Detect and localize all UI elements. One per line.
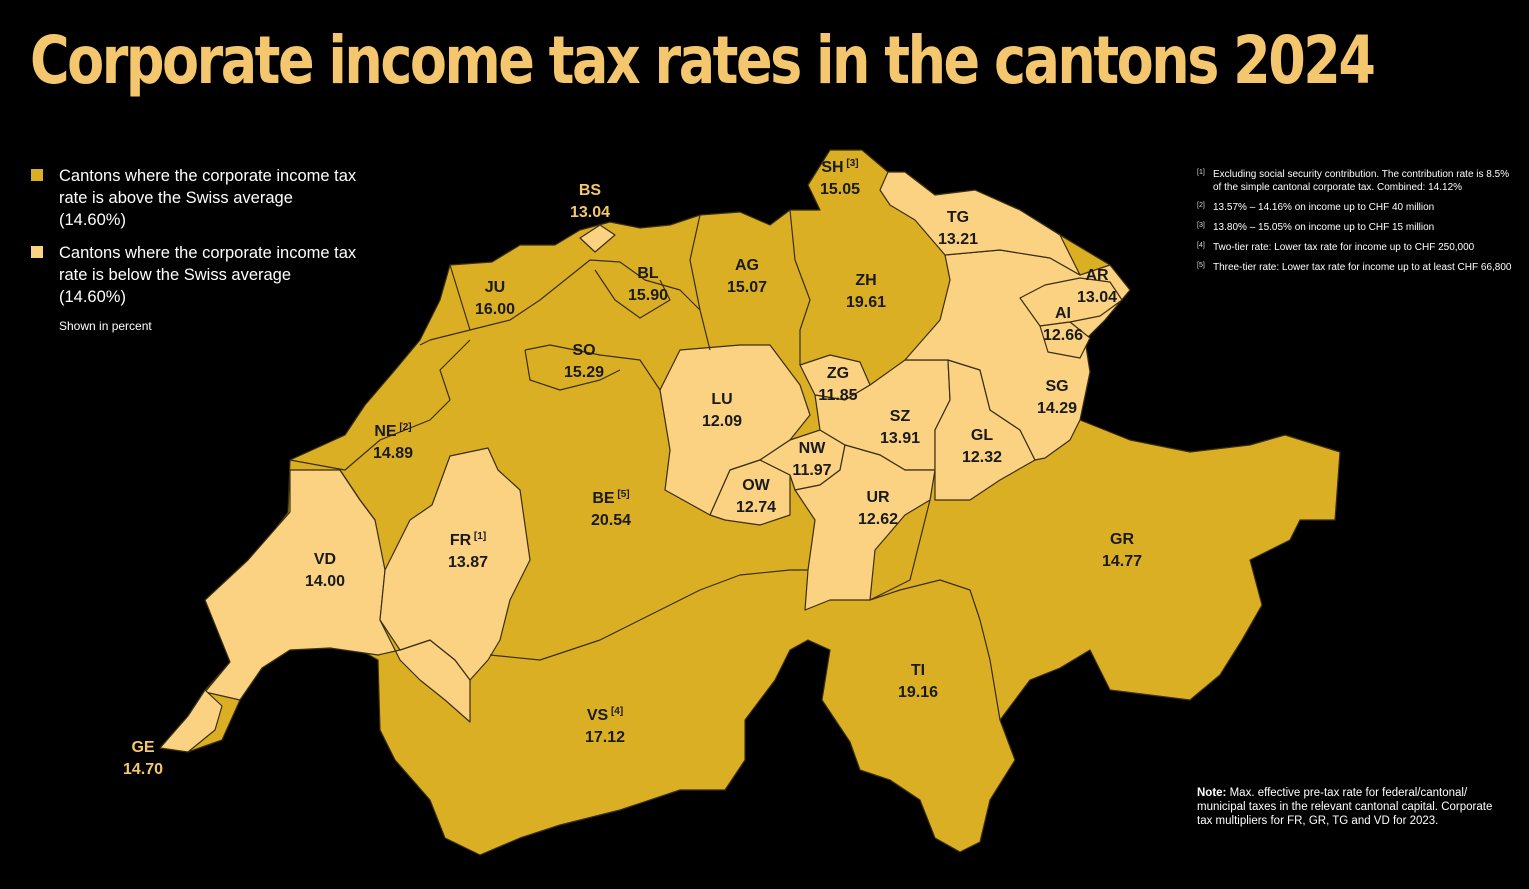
canton-shape-bs: [579, 224, 616, 253]
note-text: Max. effective pre-tax rate for federal/…: [1197, 787, 1493, 827]
canton-value-sz: 13.91: [880, 430, 920, 447]
canton-value-ow: 12.74: [736, 499, 776, 516]
canton-value-ti: 19.16: [898, 684, 938, 701]
canton-code-lu: LU: [711, 391, 732, 408]
canton-code-so: SO: [572, 342, 595, 359]
map-legend: Cantons where the corporate income tax r…: [31, 165, 361, 333]
legend-swatch-above: [31, 169, 43, 181]
canton-shape-ge: [159, 689, 223, 753]
footnote-mark: [2]: [1197, 202, 1205, 209]
footnote: [2] 13.57% – 14.16% on income up to CHF 4…: [1197, 201, 1517, 214]
canton-shape-vd: [204, 469, 471, 723]
canton-code-ai: AI: [1055, 305, 1071, 322]
footnote-text: Two-tier rate: Lower tax rate for income…: [1213, 242, 1475, 253]
footnote-mark: [5]: [1197, 262, 1205, 269]
canton-borders: [289, 209, 1001, 721]
canton-value-lu: 12.09: [702, 413, 742, 430]
canton-value-vs: 17.12: [585, 729, 625, 746]
canton-code-bl: BL: [637, 265, 659, 282]
unit-note: Shown in percent: [59, 319, 152, 333]
canton-code-tg: TG: [947, 209, 969, 226]
footnote-mark: [4]: [1197, 242, 1205, 249]
legend-label-above: Cantons where the corporate income tax r…: [59, 167, 357, 229]
canton-value-tg: 13.21: [938, 231, 978, 248]
border-line: [489, 569, 808, 661]
canton-code-zh: ZH: [855, 272, 876, 289]
canton-code-ju: JU: [485, 279, 505, 296]
border-line: [524, 344, 661, 391]
footnote-mark: [3]: [1197, 222, 1205, 229]
border-line: [869, 499, 931, 601]
footnote-mark: [1]: [1197, 169, 1205, 176]
border-line: [789, 209, 811, 365]
footnote-text: 13.80% – 15.05% on income up to CHF 15 m…: [1213, 222, 1435, 233]
canton-value-nw: 11.97: [792, 462, 831, 479]
canton-code-gr: GR: [1110, 531, 1134, 548]
border-line: [594, 269, 671, 319]
canton-value-sh: 15.05: [820, 181, 860, 198]
canton-shape-ai: [1039, 321, 1091, 359]
footnotes: [1] Excluding social security contributio…: [1197, 168, 1517, 281]
border-line: [469, 259, 711, 351]
canton-value-sg: 14.29: [1037, 400, 1077, 417]
canton-value-gl: 12.32: [962, 449, 1002, 466]
legend-swatch-below: [31, 246, 43, 258]
border-line: [289, 339, 471, 471]
footnote: [5] Three-tier rate: Lower tax rate for i…: [1197, 261, 1517, 274]
canton-value-ar: 13.04: [1077, 289, 1117, 306]
footnote-text: Excluding social security contribution. …: [1213, 169, 1510, 193]
canton-value-be: 20.54: [591, 512, 631, 529]
canton-value-ju: 16.00: [475, 301, 515, 318]
note-label: Note:: [1197, 787, 1227, 799]
canton-code-bs: BS: [579, 182, 602, 199]
canton-value-ag: 15.07: [727, 279, 767, 296]
canton-code-sz: SZ: [890, 408, 911, 425]
canton-value-bs: 13.04: [570, 204, 610, 221]
canton-code-ur: UR: [866, 489, 890, 506]
canton-code-zg: ZG: [827, 365, 849, 382]
border-line: [869, 579, 1001, 721]
page-title: Corporate income tax rates in the canton…: [30, 22, 1376, 99]
canton-value-ur: 12.62: [858, 511, 898, 528]
canton-value-bl: 15.90: [628, 287, 668, 304]
border-line: [419, 264, 471, 346]
canton-value-fr: 13.87: [448, 554, 488, 571]
footnote: [3] 13.80% – 15.05% on income up to CHF 1…: [1197, 221, 1517, 234]
source-note: Note: Max. effective pre-tax rate for fe…: [1197, 786, 1507, 828]
canton-value-vd: 14.00: [305, 573, 345, 590]
canton-shape-tg: [879, 171, 1081, 276]
canton-value-gr: 14.77: [1102, 553, 1142, 570]
canton-code-ow: OW: [742, 477, 770, 494]
canton-code-nw: NW: [799, 440, 827, 457]
footnote-text: 13.57% – 14.16% on income up to CHF 40 m…: [1213, 202, 1435, 213]
legend-label-below: Cantons where the corporate income tax r…: [59, 244, 357, 306]
canton-value-ge: 14.70: [123, 761, 163, 778]
legend-item-above: Cantons where the corporate income tax r…: [31, 165, 361, 231]
canton-code-ge: GE: [131, 739, 154, 756]
footnote: [4] Two-tier rate: Lower tax rate for inc…: [1197, 241, 1517, 254]
canton-code-ag: AG: [735, 257, 759, 274]
canton-value-zg: 11.85: [818, 387, 857, 404]
canton-value-so: 15.29: [564, 364, 604, 381]
border-line: [339, 469, 376, 521]
border-line: [524, 349, 621, 391]
canton-value-zh: 19.61: [846, 294, 886, 311]
canton-code-ar: AR: [1085, 267, 1109, 284]
canton-value-ne: 14.89: [373, 445, 413, 462]
canton-code-vd: VD: [314, 551, 336, 568]
canton-code-gl: GL: [971, 427, 993, 444]
canton-shape-fr: [379, 447, 531, 681]
canton-code-ti: TI: [911, 662, 925, 679]
border-line: [689, 214, 701, 311]
canton-value-ai: 12.66: [1043, 327, 1083, 344]
canton-shape-ow: [709, 459, 791, 526]
legend-item-below: Cantons where the corporate income tax r…: [31, 242, 361, 308]
canton-shape-ur: [794, 444, 936, 611]
footnote-text: Three-tier rate: Lower tax rate for inco…: [1213, 262, 1512, 273]
footnote: [1] Excluding social security contributio…: [1197, 168, 1517, 194]
canton-code-sg: SG: [1045, 378, 1068, 395]
